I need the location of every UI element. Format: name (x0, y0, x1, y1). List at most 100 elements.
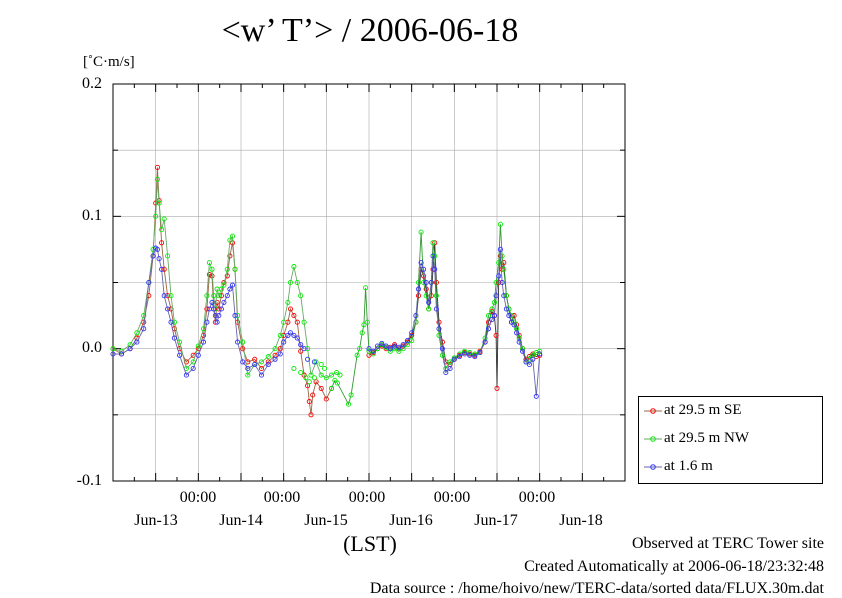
data-point (447, 359, 453, 365)
data-point (190, 365, 196, 372)
data-point (462, 348, 468, 354)
data-point (240, 359, 246, 365)
data-point (477, 350, 483, 356)
data-point (209, 299, 215, 305)
data-point (235, 339, 241, 345)
legend-marker-nw (644, 436, 662, 442)
data-point (511, 313, 517, 319)
data-point (118, 351, 125, 357)
data-point (318, 385, 324, 391)
data-point (177, 352, 183, 358)
legend-label: at 29.5 m NW (664, 430, 749, 446)
data-point (433, 293, 439, 299)
data-point (396, 344, 402, 350)
data-point (298, 369, 304, 376)
data-point (511, 322, 517, 328)
data-point (154, 164, 160, 170)
data-point (497, 221, 503, 227)
data-point (485, 326, 492, 332)
data-point (497, 246, 503, 252)
data-point (345, 401, 352, 407)
data-point (323, 375, 329, 381)
data-point (161, 216, 167, 222)
data-point (161, 293, 167, 299)
data-point (467, 352, 473, 358)
data-point (413, 319, 419, 325)
data-point (421, 266, 427, 272)
data-point (245, 372, 251, 378)
data-point (482, 339, 488, 345)
data-point (392, 343, 398, 349)
x-time-tick-label: 00:00 (518, 489, 556, 506)
data-point (306, 399, 312, 405)
data-point (348, 392, 354, 398)
data-point (272, 346, 278, 352)
data-point (200, 339, 207, 345)
data-point (436, 319, 442, 325)
data-point (285, 332, 291, 338)
footer-source: Data source : /home/hoivo/new/TERC-data/… (369, 580, 824, 597)
legend-marker-se (644, 408, 662, 414)
data-point (413, 313, 419, 319)
x-date-label: Jun-13 (134, 512, 178, 529)
data-point (141, 326, 147, 332)
data-point (383, 343, 389, 349)
data-point (159, 240, 165, 246)
data-point (245, 365, 251, 372)
data-point (153, 200, 159, 206)
data-point (156, 200, 162, 206)
data-point (409, 330, 415, 336)
data-point (430, 240, 436, 246)
data-point (334, 380, 340, 386)
data-point (334, 369, 340, 376)
data-point (204, 293, 210, 299)
data-point (110, 351, 116, 357)
data-point (485, 313, 492, 319)
data-point (436, 332, 442, 338)
data-point (258, 359, 265, 365)
x-time-tick-label: 00:00 (348, 489, 386, 506)
data-point (211, 293, 217, 299)
data-point (503, 293, 509, 299)
data-point (379, 340, 385, 346)
data-point (287, 279, 294, 286)
data-point (387, 346, 393, 352)
data-point (418, 260, 424, 266)
data-point (221, 299, 227, 305)
data-point (141, 319, 147, 325)
data-point (514, 330, 520, 336)
data-point (530, 356, 536, 362)
data-point (426, 299, 432, 305)
data-point (294, 279, 300, 286)
data-point (153, 213, 159, 219)
data-point (265, 361, 271, 368)
data-point (277, 332, 283, 338)
data-point (520, 348, 526, 354)
data-point (311, 359, 317, 365)
data-point (218, 293, 224, 299)
data-point (537, 351, 543, 357)
data-point (235, 313, 241, 319)
data-point (168, 319, 174, 325)
data-point (430, 253, 436, 259)
y-tick-label: 0.0 (82, 339, 102, 356)
y-axis-unit: [˚C·m/s] (83, 54, 135, 70)
data-point (252, 361, 258, 368)
data-point (287, 306, 294, 312)
data-point (489, 306, 495, 312)
data-point (496, 279, 502, 286)
data-point (229, 233, 236, 239)
x-date-label: Jun-17 (474, 512, 518, 529)
data-point (294, 319, 300, 325)
legend-marker-low (644, 464, 662, 470)
data-point (171, 335, 177, 341)
series-layer (110, 164, 543, 418)
data-point (141, 313, 147, 319)
data-point (285, 299, 291, 305)
data-point (240, 339, 246, 345)
data-point (291, 264, 297, 270)
data-point (311, 375, 317, 381)
data-point (305, 356, 311, 362)
data-point (310, 392, 316, 398)
